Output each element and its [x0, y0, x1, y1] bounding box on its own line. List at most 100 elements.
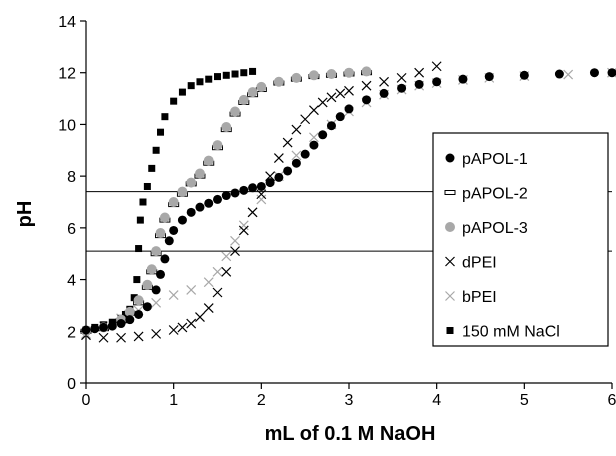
- data-point-papol-1-29: [318, 130, 327, 139]
- data-point-papol-1-6: [134, 310, 143, 319]
- data-point-papol-1-16: [204, 199, 213, 208]
- data-point-papol-1-1: [90, 324, 99, 333]
- data-point-papol-3-13: [195, 169, 205, 179]
- data-point-bpei-10: [231, 236, 240, 245]
- data-point-papol-3-21: [274, 77, 284, 87]
- data-point-dpei-1: [99, 333, 108, 342]
- data-point-papol-1-40: [520, 71, 529, 80]
- data-point-papol-3-16: [221, 122, 231, 132]
- data-point-150-mm-nacl-17: [170, 98, 177, 105]
- y-tick-label-0: 0: [67, 376, 76, 393]
- data-point-bpei-6: [187, 285, 196, 294]
- data-point-papol-1-36: [415, 80, 424, 89]
- series-papol-2: [81, 71, 372, 334]
- data-point-bpei-4: [152, 298, 161, 307]
- legend-label-bpei: bPEI: [462, 289, 497, 306]
- data-point-150-mm-nacl-8: [133, 276, 140, 283]
- x-tick-label-6: 6: [608, 392, 616, 409]
- data-point-papol-1-11: [165, 236, 174, 245]
- y-tick-label-6: 6: [67, 221, 76, 238]
- data-point-papol-1-23: [266, 178, 275, 187]
- data-point-papol-1-20: [239, 186, 248, 195]
- data-point-dpei-11: [222, 267, 231, 276]
- data-point-papol-1-32: [345, 104, 354, 113]
- data-point-papol-1-21: [248, 183, 257, 192]
- data-point-bpei-9: [222, 252, 231, 261]
- data-point-papol-1-2: [99, 323, 108, 332]
- data-point-papol-1-31: [336, 112, 345, 121]
- data-point-150-mm-nacl-13: [148, 165, 155, 172]
- data-point-bpei-5: [169, 291, 178, 300]
- data-point-150-mm-nacl-14: [153, 147, 160, 154]
- data-point-150-mm-nacl-12: [144, 183, 151, 190]
- data-point-papol-1-37: [432, 77, 441, 86]
- data-point-papol-1-27: [301, 150, 310, 159]
- data-point-dpei-13: [239, 226, 248, 235]
- data-point-papol-3-10: [169, 197, 179, 207]
- data-point-dpei-26: [362, 81, 371, 90]
- data-point-150-mm-nacl-26: [249, 68, 256, 75]
- data-point-dpei-20: [301, 115, 310, 124]
- data-point-150-mm-nacl-24: [232, 71, 239, 78]
- data-point-150-mm-nacl-19: [188, 82, 195, 89]
- legend-label-papol-1: pAPOL-1: [462, 151, 528, 168]
- data-point-dpei-18: [283, 138, 292, 147]
- legend-label-papol-3: pAPOL-3: [462, 220, 528, 237]
- y-axis-title: pH: [14, 201, 36, 228]
- data-point-dpei-8: [195, 313, 204, 322]
- data-point-150-mm-nacl-21: [205, 76, 212, 83]
- legend: pAPOL-1 pAPOL-2 pAPOL-3 dPEI bPEI 150 mM NaCl: [433, 133, 608, 346]
- data-point-papol-1-18: [222, 191, 231, 200]
- data-point-150-mm-nacl-22: [214, 73, 221, 80]
- data-point-papol-1-15: [195, 203, 204, 212]
- data-point-papol-3-8: [156, 228, 166, 238]
- data-point-dpei-10: [213, 288, 222, 297]
- data-point-papol-3-5: [142, 280, 152, 290]
- data-point-dpei-21: [309, 106, 318, 115]
- data-point-papol-1-10: [160, 254, 169, 263]
- x-tick-label-3: 3: [345, 392, 354, 409]
- data-point-dpei-6: [178, 323, 187, 332]
- data-point-papol-1-30: [327, 121, 336, 130]
- data-point-papol-1-28: [309, 141, 318, 150]
- legend-label-dpei: dPEI: [462, 255, 497, 272]
- data-point-papol-3-20: [256, 82, 266, 92]
- data-point-papol-3-17: [230, 107, 240, 117]
- data-point-dpei-4: [152, 329, 161, 338]
- legend-label-150-mm-nacl: 150 mM NaCl: [462, 324, 560, 341]
- data-point-papol-3-23: [309, 70, 319, 80]
- data-point-dpei-2: [117, 333, 126, 342]
- data-point-bpei-13: [257, 195, 266, 204]
- data-point-papol-1-12: [169, 226, 178, 235]
- data-point-bpei-11: [239, 221, 248, 230]
- legend-label-papol-2: pAPOL-2: [462, 186, 528, 203]
- data-point-dpei-14: [248, 208, 257, 217]
- data-point-papol-3-25: [344, 68, 354, 78]
- data-point-papol-3-4: [134, 295, 144, 305]
- x-tick-label-1: 1: [169, 392, 178, 409]
- legend-marker-150-mm-nacl: [447, 327, 454, 334]
- data-point-dpei-9: [204, 304, 213, 313]
- data-point-papol-1-22: [257, 182, 266, 191]
- data-point-papol-3-24: [326, 69, 336, 79]
- data-point-papol-1-42: [590, 68, 599, 77]
- data-point-bpei-27: [564, 70, 573, 79]
- data-point-papol-1-39: [485, 72, 494, 81]
- data-point-150-mm-nacl-9: [135, 245, 142, 252]
- data-point-dpei-23: [327, 93, 336, 102]
- data-point-dpei-29: [415, 68, 424, 77]
- data-point-papol-3-9: [160, 213, 170, 223]
- data-point-dpei-19: [292, 125, 301, 134]
- x-axis-title: mL of 0.1 M NaOH: [265, 423, 436, 445]
- data-point-papol-3-15: [213, 140, 223, 150]
- data-point-papol-1-33: [362, 95, 371, 104]
- legend-marker-papol-2: [445, 191, 455, 195]
- data-point-papol-1-26: [292, 159, 301, 168]
- data-point-papol-1-3: [108, 322, 117, 331]
- data-point-150-mm-nacl-20: [196, 78, 203, 85]
- data-point-papol-3-7: [151, 246, 161, 256]
- data-point-papol-1-41: [555, 70, 564, 79]
- data-point-papol-1-17: [213, 195, 222, 204]
- data-point-bpei-7: [204, 278, 213, 287]
